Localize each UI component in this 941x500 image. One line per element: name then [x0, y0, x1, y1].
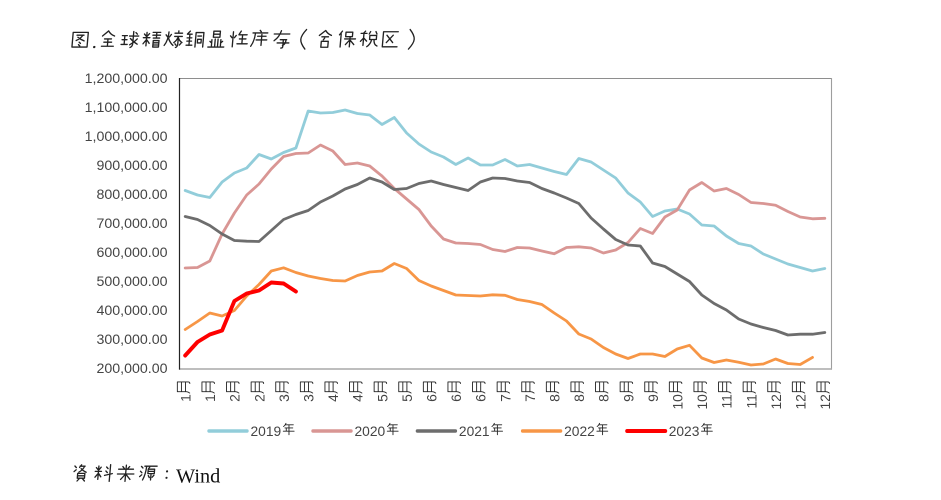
svg-text:6: 6: [449, 394, 464, 402]
svg-text:7: 7: [498, 394, 513, 402]
svg-text:5: 5: [400, 394, 415, 402]
svg-text:12: 12: [794, 394, 809, 409]
svg-text:1: 1: [203, 394, 218, 402]
svg-text:700,000.00: 700,000.00: [96, 216, 167, 232]
svg-text:5: 5: [375, 394, 390, 402]
svg-text:2020: 2020: [355, 424, 386, 439]
svg-text:300,000.00: 300,000.00: [96, 332, 167, 348]
svg-text:1: 1: [179, 394, 194, 402]
svg-text:9: 9: [646, 394, 661, 402]
svg-text:800,000.00: 800,000.00: [96, 187, 167, 203]
svg-text:200,000.00: 200,000.00: [96, 361, 167, 377]
svg-text:Wind: Wind: [176, 466, 220, 488]
svg-text:4: 4: [326, 394, 341, 402]
svg-text:600,000.00: 600,000.00: [96, 245, 167, 261]
svg-text:1,000,000.00: 1,000,000.00: [85, 129, 168, 145]
svg-text:8: 8: [548, 394, 563, 402]
svg-text:6: 6: [425, 394, 440, 402]
svg-text:3: 3: [277, 394, 292, 402]
svg-text:12: 12: [769, 394, 784, 409]
svg-text:4: 4: [351, 394, 366, 402]
svg-text:2023: 2023: [669, 424, 700, 439]
svg-text:10: 10: [671, 394, 686, 410]
svg-text:2021: 2021: [459, 424, 490, 439]
svg-text:2: 2: [252, 394, 267, 402]
svg-text:2019: 2019: [251, 424, 282, 439]
svg-text:11: 11: [720, 394, 735, 408]
svg-text:2022: 2022: [564, 424, 595, 439]
svg-text:1,100,000.00: 1,100,000.00: [85, 100, 168, 116]
svg-text:10: 10: [695, 394, 710, 410]
svg-text:12: 12: [818, 394, 833, 409]
svg-text:8: 8: [597, 394, 612, 402]
svg-text:8: 8: [572, 394, 587, 402]
svg-text:3: 3: [302, 394, 317, 402]
svg-text:6: 6: [474, 394, 489, 402]
svg-text:7: 7: [523, 394, 538, 402]
svg-text:1,200,000.00: 1,200,000.00: [85, 71, 168, 87]
svg-text:2: 2: [228, 394, 243, 402]
svg-text:400,000.00: 400,000.00: [96, 303, 167, 319]
svg-text:11: 11: [744, 394, 759, 408]
svg-text:9: 9: [621, 394, 636, 402]
svg-text:900,000.00: 900,000.00: [96, 158, 167, 174]
svg-text:500,000.00: 500,000.00: [96, 274, 167, 290]
